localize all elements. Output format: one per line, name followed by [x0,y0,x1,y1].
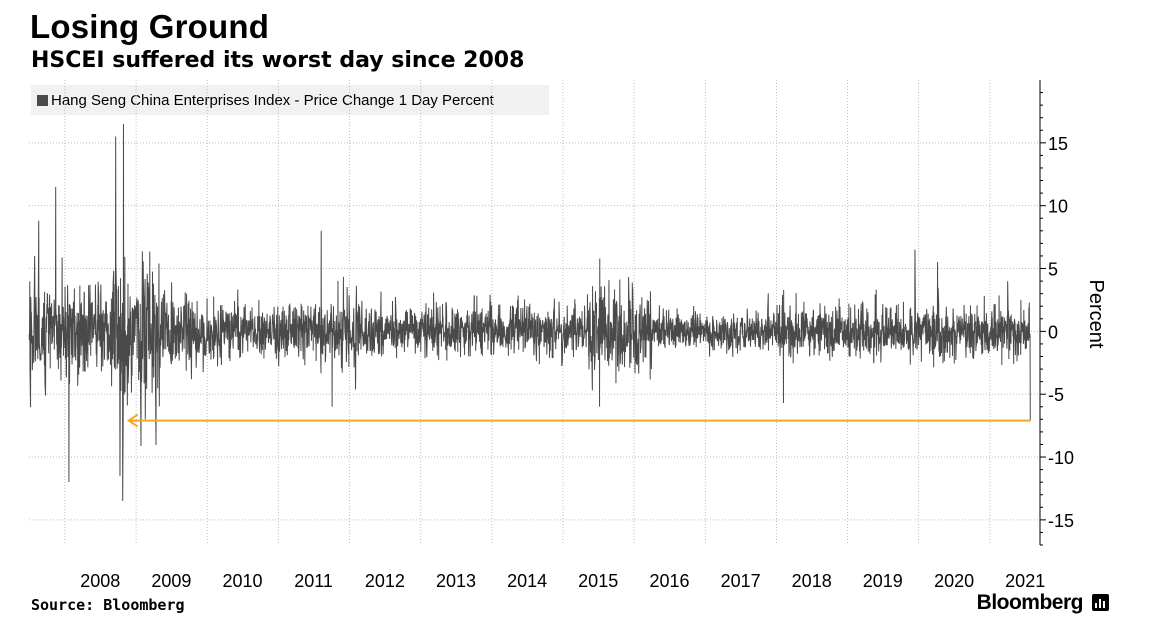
y-tick-label: -15 [1048,511,1074,531]
brand-logo: Bloomberg [976,591,1084,614]
grid-lines [29,80,1040,545]
x-tick-label: 2015 [578,571,618,591]
x-tick-label: 2019 [863,571,903,591]
bloomberg-bar-icon [1092,594,1109,611]
x-tick-label: 2013 [436,571,476,591]
axes: 15 10 5 0 -5 -10 -15 2008 2009 2010 2011 2012 2013 20… [80,80,1107,591]
source-note: Source: Bloomberg [31,596,185,614]
chart-subtitle: HSCEI suffered its worst day since 2008 [31,48,525,73]
y-tick-label: 5 [1048,260,1058,280]
x-tick-label: 2012 [365,571,405,591]
y-tick-label: 10 [1048,197,1068,217]
x-tick-label: 2018 [792,571,832,591]
x-tick-label: 2008 [80,571,120,591]
y-tick-label: 15 [1048,134,1068,154]
legend-swatch [37,94,48,106]
x-tick-label: 2011 [294,571,333,591]
chart-title: Losing Ground [30,8,270,45]
y-tick-label: -10 [1048,448,1074,468]
series-path [28,123,1031,502]
x-tick-label: 2021 [1005,571,1045,591]
x-tick-label: 2017 [721,571,761,591]
y-tick-label: -5 [1048,385,1064,405]
series-line [28,123,1031,502]
annotation-arrow [126,413,1031,428]
legend: Hang Seng China Enterprises Index - Pric… [31,85,549,115]
x-tick-label: 2020 [934,571,974,591]
x-tick-label: 2014 [507,571,547,591]
y-axis-label: Percent [1085,280,1107,349]
legend-label: Hang Seng China Enterprises Index - Pric… [51,91,494,109]
y-tick-label: 0 [1048,322,1058,342]
x-tick-label: 2009 [151,571,191,591]
annotation-arrow-head [126,413,139,428]
x-tick-label: 2010 [222,571,262,591]
x-tick-label: 2016 [649,571,689,591]
